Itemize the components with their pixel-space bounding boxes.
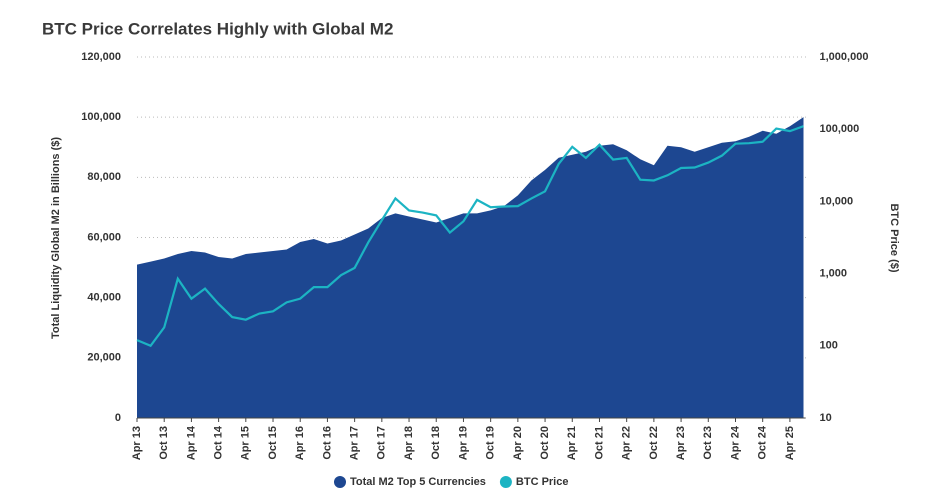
- y2-tick-label: 1,000: [820, 268, 848, 280]
- y-tick-label: 60,000: [87, 231, 121, 243]
- y-tick-label: 40,000: [87, 292, 121, 304]
- chart-title: BTC Price Correlates Highly with Global …: [42, 19, 393, 38]
- x-tick-label: Oct 15: [267, 426, 279, 460]
- x-tick-label: Oct 24: [757, 425, 769, 460]
- x-tick-label: Oct 20: [539, 426, 551, 460]
- x-tick-label: Apr 18: [403, 426, 415, 460]
- legend-label: BTC Price: [516, 476, 569, 488]
- x-tick-label: Oct 22: [648, 426, 660, 460]
- y2-tick-label: 10,000: [820, 195, 854, 207]
- x-tick-label: Apr 16: [294, 426, 306, 460]
- legend-swatch: [499, 476, 512, 488]
- y-axis-title: Total Liquidity Global M2 in Billions ($…: [50, 137, 62, 339]
- y-tick-label: 100,000: [81, 111, 121, 123]
- x-tick-label: Apr 13: [131, 426, 143, 460]
- x-tick-label: Oct 23: [702, 426, 714, 460]
- x-tick-label: Apr 15: [240, 426, 252, 460]
- btc-line: [136, 125, 804, 348]
- y-tick-label: 120,000: [81, 51, 121, 63]
- m2-area: [137, 117, 804, 419]
- x-tick-label: Oct 18: [430, 426, 442, 460]
- y2-tick-label: 10: [820, 412, 832, 424]
- x-tick-label: Oct 17: [376, 426, 388, 460]
- x-tick-label: Apr 17: [349, 426, 361, 460]
- legend-label: Total M2 Top 5 Currencies: [350, 476, 486, 488]
- x-tick-label: Oct 16: [321, 426, 333, 460]
- x-tick-label: Oct 21: [593, 426, 605, 460]
- x-tick-label: Oct 19: [485, 426, 497, 460]
- x-tick-label: Apr 14: [185, 425, 197, 460]
- x-tick-label: Apr 21: [566, 426, 578, 460]
- y2-tick-label: 100: [820, 340, 838, 352]
- x-tick-label: Apr 25: [784, 426, 796, 460]
- x-tick-label: Oct 13: [158, 426, 170, 460]
- legend-swatch: [334, 476, 346, 488]
- x-tick-label: Oct 14: [213, 425, 225, 460]
- y-tick-label: 0: [115, 412, 121, 424]
- x-tick-label: Apr 20: [512, 426, 524, 460]
- x-tick-label: Apr 19: [457, 426, 469, 460]
- x-tick-label: Apr 24: [729, 425, 741, 460]
- y2-tick-label: 1,000,000: [820, 51, 869, 63]
- x-tick-label: Apr 22: [621, 426, 633, 460]
- y2-tick-label: 100,000: [820, 123, 860, 135]
- x-tick-label: Apr 23: [675, 426, 687, 460]
- y2-axis-title: BTC Price ($): [888, 203, 900, 272]
- y-tick-label: 80,000: [87, 171, 121, 183]
- y-tick-label: 20,000: [87, 352, 121, 364]
